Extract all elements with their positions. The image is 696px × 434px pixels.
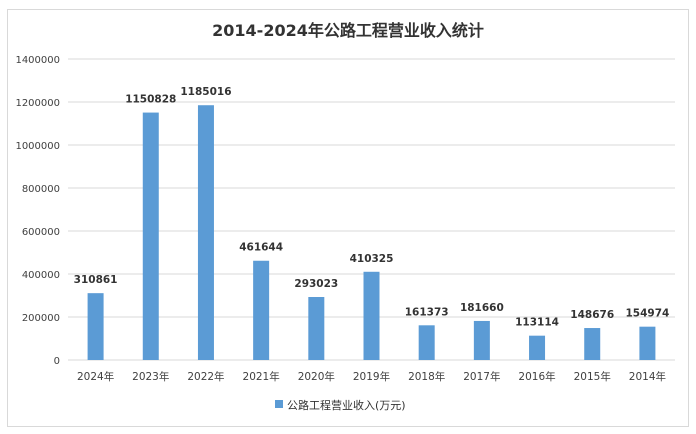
chart-frame bbox=[7, 9, 689, 427]
bar bbox=[418, 325, 435, 360]
bar bbox=[473, 320, 490, 360]
bar bbox=[142, 112, 159, 360]
y-tick-label: 1000000 bbox=[15, 141, 60, 152]
legend-swatch bbox=[275, 400, 283, 408]
data-label: 410325 bbox=[350, 253, 394, 265]
x-tick-label: 2022年 bbox=[187, 370, 224, 383]
y-tick-label: 800000 bbox=[22, 184, 60, 195]
bar bbox=[363, 271, 380, 360]
y-tick-label: 600000 bbox=[22, 227, 60, 238]
bar bbox=[639, 326, 656, 360]
bar bbox=[308, 297, 325, 360]
y-tick-label: 0 bbox=[54, 356, 60, 367]
x-tick-label: 2019年 bbox=[353, 370, 390, 383]
y-tick-label: 200000 bbox=[22, 313, 60, 324]
data-label: 148676 bbox=[570, 309, 614, 321]
data-label: 310861 bbox=[74, 274, 118, 286]
x-tick-label: 2015年 bbox=[574, 370, 611, 383]
bar bbox=[197, 105, 214, 360]
data-label: 113114 bbox=[515, 317, 559, 329]
data-label: 154974 bbox=[625, 308, 669, 320]
data-label: 461644 bbox=[239, 242, 283, 254]
x-tick-label: 2023年 bbox=[132, 370, 169, 383]
x-tick-label: 2020年 bbox=[298, 370, 335, 383]
data-label: 1150828 bbox=[125, 94, 176, 106]
data-label: 293023 bbox=[294, 278, 338, 290]
y-tick-label: 1400000 bbox=[15, 55, 60, 66]
data-label: 181660 bbox=[460, 302, 504, 314]
data-label: 161373 bbox=[405, 306, 449, 318]
x-tick-label: 2014年 bbox=[629, 370, 666, 383]
bar bbox=[529, 335, 546, 360]
x-tick-label: 2021年 bbox=[243, 370, 280, 383]
x-tick-label: 2016年 bbox=[518, 370, 555, 383]
x-tick-label: 2018年 bbox=[408, 370, 445, 383]
x-tick-label: 2017年 bbox=[463, 370, 500, 383]
bar bbox=[87, 293, 104, 360]
legend-label: 公路工程营业收入(万元) bbox=[287, 398, 406, 412]
x-tick-label: 2024年 bbox=[77, 370, 114, 383]
bar bbox=[584, 328, 601, 360]
chart-title: 2014-2024年公路工程营业收入统计 bbox=[212, 21, 484, 40]
data-label: 1185016 bbox=[180, 86, 231, 98]
bar bbox=[253, 260, 270, 360]
y-tick-label: 400000 bbox=[22, 270, 60, 281]
y-tick-label: 1200000 bbox=[15, 98, 60, 109]
